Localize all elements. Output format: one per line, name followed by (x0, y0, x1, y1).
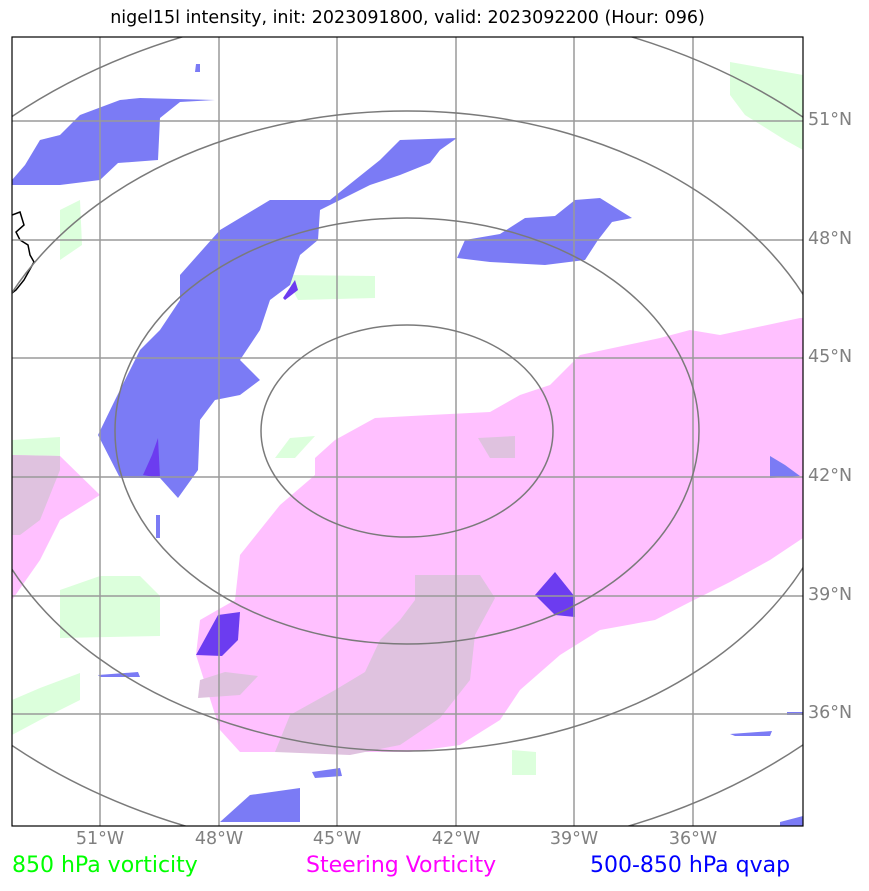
lat-label: 51°N (808, 110, 853, 130)
legend-vorticity-850: 850 hPa vorticity (12, 853, 198, 878)
lat-label: 48°N (808, 229, 853, 249)
legend-steering-vorticity: Steering Vorticity (306, 853, 497, 878)
figure-title: nigel15l intensity, init: 2023091800, va… (110, 8, 705, 28)
lon-label: 51°W (75, 829, 125, 849)
legend-qvap: 500-850 hPa qvap (590, 853, 791, 878)
lon-label: 36°W (668, 829, 718, 849)
lat-label: 42°N (808, 466, 853, 486)
lon-label: 39°W (549, 829, 599, 849)
qvap-areas (12, 64, 803, 826)
range-rings (12, 37, 803, 826)
steering-vorticity-areas (12, 318, 803, 755)
lat-label: 45°N (808, 347, 853, 367)
lon-label: 48°W (194, 829, 244, 849)
coastline (12, 211, 35, 294)
qvap-dark-areas (143, 280, 575, 656)
lon-label: 42°W (431, 829, 481, 849)
lat-label: 39°N (808, 585, 853, 605)
map-frame (11, 36, 804, 827)
lat-label: 36°N (808, 703, 853, 723)
lon-label: 45°W (312, 829, 362, 849)
graticule (12, 37, 803, 826)
